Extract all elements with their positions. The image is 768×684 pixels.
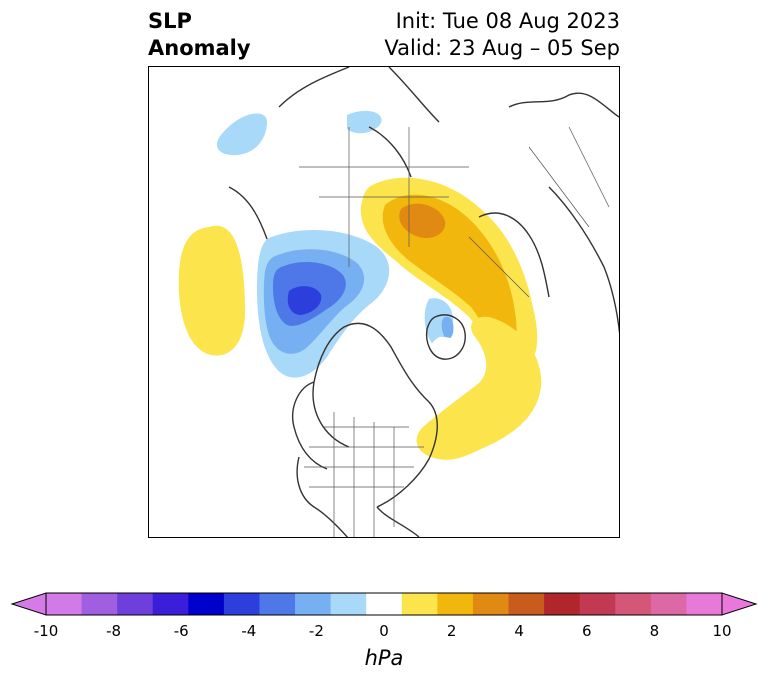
colorbar-bin — [650, 593, 687, 615]
colorbar-bin — [401, 593, 438, 615]
colorbar-extend-high — [721, 592, 758, 616]
borders — [299, 126, 610, 537]
colorbar-tick-label: 8 — [649, 622, 660, 640]
colorbar-tick-label: 6 — [582, 622, 592, 640]
colorbar-bins — [46, 593, 723, 615]
colorbar-tick-label: -2 — [308, 622, 324, 640]
colorbar-units: hPa — [364, 646, 404, 670]
map-panel — [148, 66, 620, 538]
colorbar-bin — [152, 593, 189, 615]
colorbar-bin — [188, 593, 225, 615]
colorbar-bin — [259, 593, 296, 615]
colorbar-tick-label: 4 — [514, 622, 524, 640]
colorbar-tick-label: 10 — [712, 622, 732, 640]
colorbar-bin — [686, 593, 723, 615]
colorbar — [10, 592, 758, 616]
colorbar-bin — [81, 593, 118, 615]
colorbar-tick-label: -6 — [173, 622, 189, 640]
colorbar-bin — [117, 593, 154, 615]
colorbar-bin — [472, 593, 510, 615]
colorbar-bin — [223, 593, 260, 615]
colorbar-bin — [366, 593, 403, 615]
map-title: SLP Anomaly — [148, 9, 251, 60]
colorbar-bin — [508, 593, 545, 615]
colorbar-tick-label: 0 — [379, 622, 389, 640]
colorbar-extend-low — [10, 592, 47, 616]
colorbar-bin — [295, 593, 332, 615]
colorbar-bin — [46, 593, 83, 615]
colorbar-bin — [437, 593, 474, 615]
siberia-low-anomaly — [216, 113, 267, 156]
colorbar-outline — [45, 592, 723, 616]
colorbar-tick-label: -8 — [106, 622, 122, 640]
colorbar-bin — [579, 593, 616, 615]
colorbar-bin — [330, 593, 367, 615]
anomaly-shading — [178, 110, 542, 460]
anomaly-map — [178, 67, 619, 537]
valid-time-label: Init: Tue 08 Aug 2023 Valid: 23 Aug – 05… — [384, 9, 620, 60]
pacific-high-anomaly — [178, 225, 245, 356]
colorbar-tick-label: 2 — [446, 622, 457, 640]
colorbar-tick-label: -4 — [241, 622, 257, 640]
atlantic-high-anomaly — [416, 316, 542, 460]
colorbar-tick-label: -10 — [33, 622, 59, 640]
colorbar-bin — [544, 593, 581, 615]
colorbar-bin — [615, 593, 652, 615]
